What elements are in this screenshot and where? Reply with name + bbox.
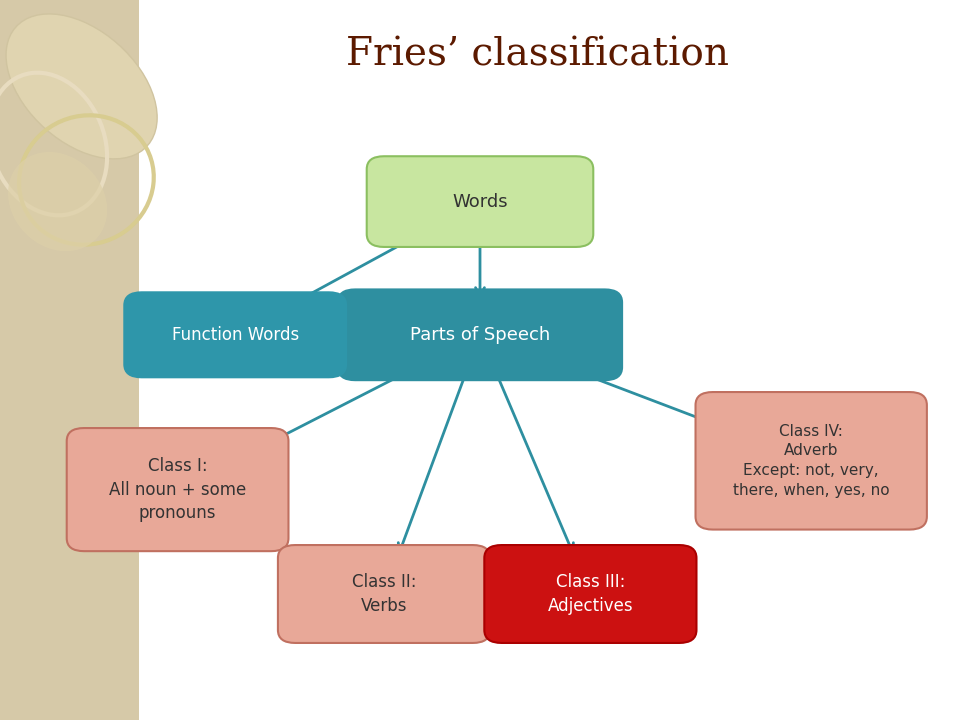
Text: Class II:
Verbs: Class II: Verbs xyxy=(351,573,417,615)
Text: Class IV:
Adverb
Except: not, very,
there, when, yes, no: Class IV: Adverb Except: not, very, ther… xyxy=(732,423,890,498)
Ellipse shape xyxy=(6,14,157,159)
FancyBboxPatch shape xyxy=(695,392,926,530)
Ellipse shape xyxy=(8,152,108,251)
FancyBboxPatch shape xyxy=(367,156,593,247)
Text: Parts of Speech: Parts of Speech xyxy=(410,325,550,343)
Text: Function Words: Function Words xyxy=(172,325,299,343)
FancyBboxPatch shape xyxy=(125,292,347,377)
Text: Words: Words xyxy=(452,192,508,210)
FancyBboxPatch shape xyxy=(278,545,490,643)
FancyBboxPatch shape xyxy=(338,289,622,380)
FancyBboxPatch shape xyxy=(66,428,288,552)
Text: Class III:
Adjectives: Class III: Adjectives xyxy=(547,573,634,615)
Text: Fries’ classification: Fries’ classification xyxy=(347,36,729,73)
Text: Class I:
All noun + some
pronouns: Class I: All noun + some pronouns xyxy=(109,457,246,522)
FancyBboxPatch shape xyxy=(484,545,696,643)
FancyBboxPatch shape xyxy=(0,0,139,720)
